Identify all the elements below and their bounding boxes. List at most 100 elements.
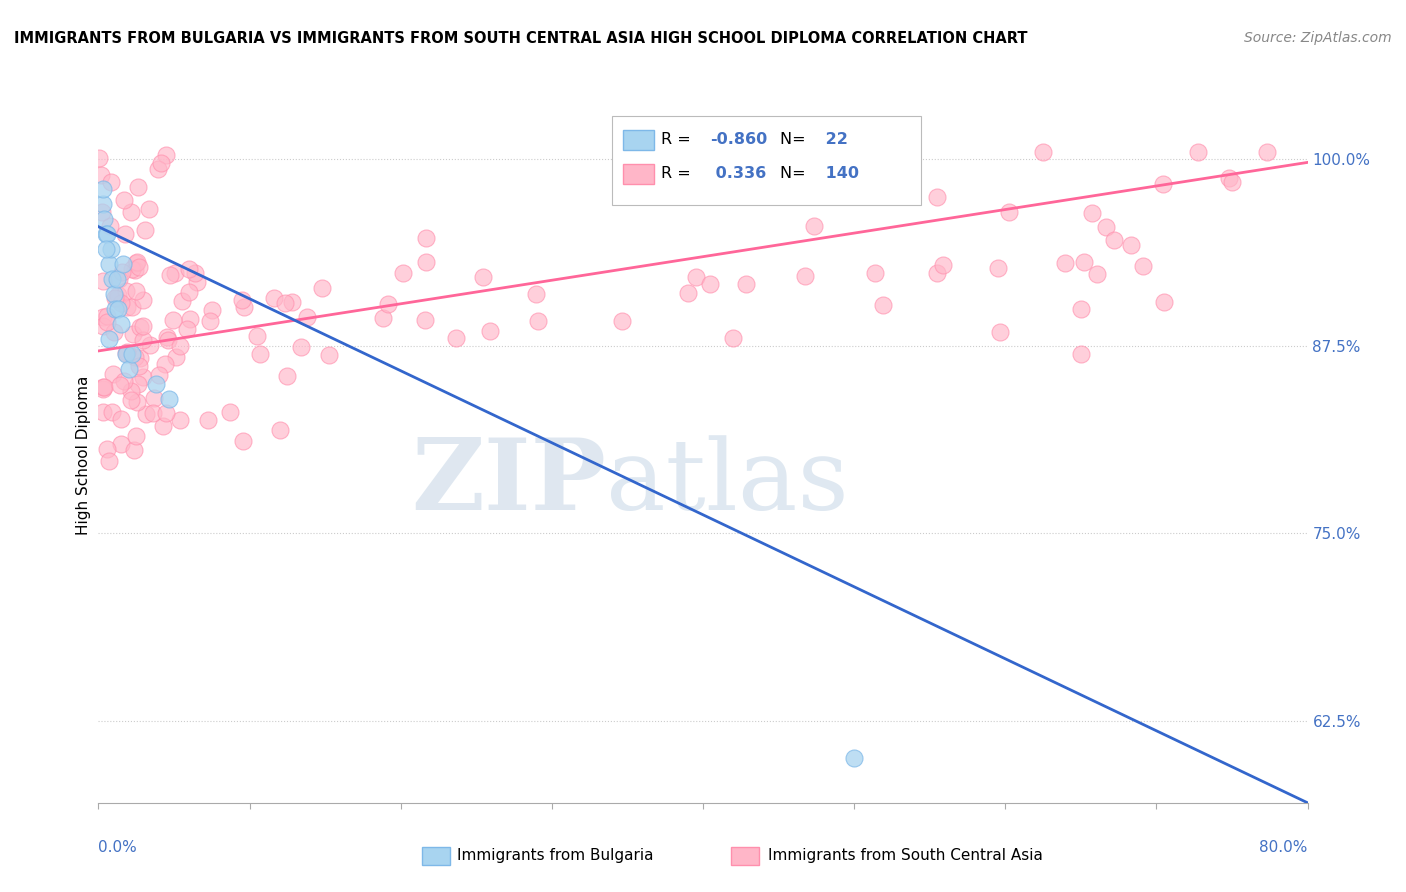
Point [127,377,149,392]
Point [101,405,124,419]
Point [129,320,152,334]
Point [794,268,817,283]
Point [373,311,395,326]
Point [201,302,224,317]
Point [1220,175,1243,189]
Point [125,285,148,299]
Point [108,378,131,392]
Point [148,368,170,382]
Point [232,301,254,315]
Point [129,351,152,365]
Point [183,266,205,280]
Y-axis label: High School Diploma: High School Diploma [76,376,91,534]
Point [132,333,155,347]
Text: R =: R = [661,166,696,180]
Point [219,405,242,419]
Point [148,162,170,177]
Point [90,168,112,182]
Point [676,286,699,301]
Point [413,313,436,327]
Point [96,442,118,456]
Text: ZIP: ZIP [412,434,606,532]
Point [1187,145,1209,159]
Point [91,182,114,196]
Text: Immigrants from Bulgaria: Immigrants from Bulgaria [457,848,654,863]
Point [844,751,866,765]
Point [115,284,138,298]
Text: 0.0%: 0.0% [98,840,138,855]
Point [94,227,117,242]
Point [311,281,333,295]
Point [121,300,143,314]
Point [98,332,121,346]
Point [524,287,547,301]
Text: R =: R = [661,132,696,146]
Point [231,293,253,307]
Point [179,262,201,277]
Point [103,287,125,301]
Point [121,347,143,361]
Point [115,346,138,360]
Point [114,227,136,241]
Text: atlas: atlas [606,435,849,531]
Text: N=: N= [780,132,811,146]
Point [987,260,1010,275]
Point [297,310,319,324]
Point [142,391,165,405]
Point [111,257,134,271]
Point [1153,295,1175,310]
Text: 140: 140 [820,166,859,180]
Point [98,257,121,271]
Point [838,186,860,201]
Point [988,326,1011,340]
Point [87,151,110,165]
Point [276,369,298,384]
Point [132,318,155,333]
Point [104,291,127,305]
Point [932,259,955,273]
Text: 0.336: 0.336 [710,166,766,180]
Point [111,265,134,279]
Point [114,347,136,361]
Point [125,429,148,443]
Point [863,266,886,280]
Point [91,382,114,396]
Point [112,374,135,388]
Point [734,277,756,292]
Point [128,260,150,274]
Point [93,212,115,227]
Point [101,368,124,382]
Point [127,179,149,194]
Point [232,434,254,449]
Point [139,338,162,352]
Point [281,294,304,309]
Point [149,155,172,169]
Point [107,288,129,302]
Point [120,384,142,399]
Point [96,309,118,323]
Point [138,202,160,216]
Point [108,272,131,286]
Point [105,272,128,286]
Point [1095,220,1118,235]
Point [142,406,165,420]
Point [1218,171,1240,186]
Point [156,333,179,347]
Text: Immigrants from South Central Asia: Immigrants from South Central Asia [768,848,1043,863]
Text: 22: 22 [820,132,848,146]
Point [155,357,177,371]
Point [165,266,187,280]
Point [93,380,115,394]
Text: 80.0%: 80.0% [1260,840,1308,855]
Point [91,310,114,324]
Point [176,322,198,336]
Point [110,296,132,310]
Point [478,324,501,338]
Point [100,242,122,256]
Point [128,359,150,373]
Point [159,392,181,406]
Point [444,331,467,345]
Point [104,301,127,316]
Point [96,315,118,329]
Point [91,318,114,333]
